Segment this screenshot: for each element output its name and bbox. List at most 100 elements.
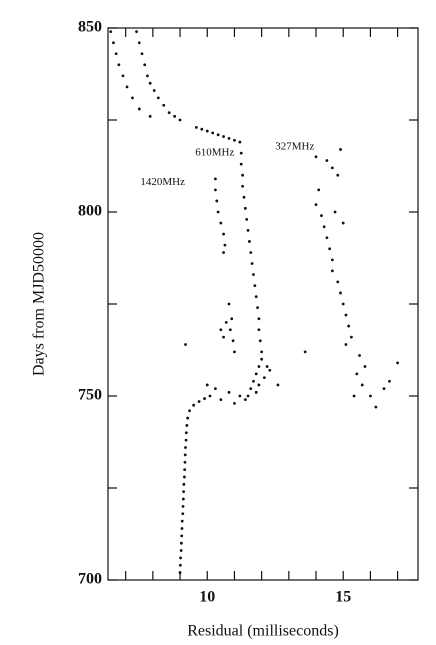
- point: [256, 306, 259, 310]
- point: [135, 30, 138, 34]
- point: [117, 63, 121, 67]
- point: [344, 313, 348, 317]
- point: [249, 251, 253, 254]
- point: [222, 135, 225, 138]
- y-tick-label: 850: [78, 19, 102, 36]
- point: [360, 383, 364, 387]
- point: [227, 390, 231, 394]
- point: [241, 184, 245, 188]
- point: [254, 295, 258, 299]
- point: [388, 379, 391, 383]
- point: [205, 129, 209, 133]
- point: [162, 103, 166, 107]
- point: [262, 376, 266, 379]
- point: [314, 203, 318, 207]
- point: [227, 137, 231, 140]
- y-tick-label: 750: [78, 387, 102, 404]
- point: [252, 379, 255, 383]
- point: [303, 350, 307, 354]
- point: [257, 365, 261, 368]
- plot-frame: [107, 27, 419, 581]
- point: [233, 401, 236, 405]
- point: [341, 221, 345, 225]
- point: [257, 328, 261, 332]
- point: [249, 387, 253, 391]
- point: [339, 148, 342, 151]
- point: [238, 140, 242, 144]
- point: [188, 409, 191, 413]
- point: [333, 210, 337, 214]
- annotation: 1420MHz: [140, 176, 185, 188]
- point: [243, 398, 247, 402]
- point: [178, 571, 182, 575]
- x-axis-label: Residual (milliseconds): [187, 623, 339, 640]
- point: [125, 85, 129, 89]
- point: [341, 302, 345, 306]
- point: [143, 63, 147, 67]
- point: [183, 475, 186, 479]
- point: [222, 335, 225, 339]
- point: [339, 291, 342, 295]
- point: [248, 240, 251, 243]
- point: [219, 221, 223, 225]
- point: [211, 131, 215, 135]
- point: [252, 273, 255, 276]
- point: [246, 394, 250, 398]
- point: [224, 321, 228, 324]
- y-tick-label: 800: [78, 203, 102, 220]
- y-axis-label: Days from MJD50000: [31, 232, 48, 376]
- point: [178, 118, 182, 122]
- point: [219, 328, 223, 332]
- point: [257, 383, 261, 387]
- point: [214, 177, 217, 181]
- point: [131, 96, 134, 100]
- point: [314, 155, 318, 159]
- point: [112, 41, 115, 45]
- point: [396, 361, 400, 365]
- annotation: 610MHz: [195, 147, 234, 159]
- point: [167, 111, 171, 115]
- point: [228, 328, 232, 332]
- point: [180, 519, 184, 523]
- point: [180, 534, 184, 538]
- point: [336, 280, 340, 284]
- point: [156, 96, 160, 100]
- point: [183, 453, 187, 457]
- point: [231, 339, 235, 343]
- point: [382, 387, 386, 391]
- point: [181, 512, 185, 516]
- point: [246, 229, 250, 232]
- point: [325, 236, 329, 240]
- point: [363, 365, 367, 368]
- point: [137, 107, 141, 111]
- point: [328, 247, 332, 251]
- point: [148, 81, 152, 85]
- point: [336, 173, 340, 177]
- y-tick-label: 700: [78, 571, 102, 588]
- point: [238, 394, 242, 398]
- point: [183, 460, 187, 464]
- point: [137, 41, 141, 45]
- point: [219, 398, 223, 402]
- point: [215, 199, 219, 203]
- point: [200, 127, 204, 131]
- point: [173, 114, 177, 118]
- point: [325, 159, 329, 162]
- point: [197, 400, 201, 403]
- point: [254, 390, 258, 394]
- point: [178, 563, 182, 567]
- point: [257, 317, 261, 321]
- point: [227, 302, 231, 306]
- point: [352, 394, 356, 398]
- point: [152, 89, 156, 92]
- point: [192, 403, 196, 407]
- point: [276, 383, 280, 387]
- point: [214, 188, 217, 192]
- point: [265, 365, 269, 368]
- point: [330, 258, 334, 262]
- point: [208, 394, 212, 398]
- point: [349, 335, 353, 339]
- annotation: 327MHz: [275, 140, 314, 152]
- x-tick-label: 15: [335, 589, 351, 606]
- point: [183, 468, 187, 471]
